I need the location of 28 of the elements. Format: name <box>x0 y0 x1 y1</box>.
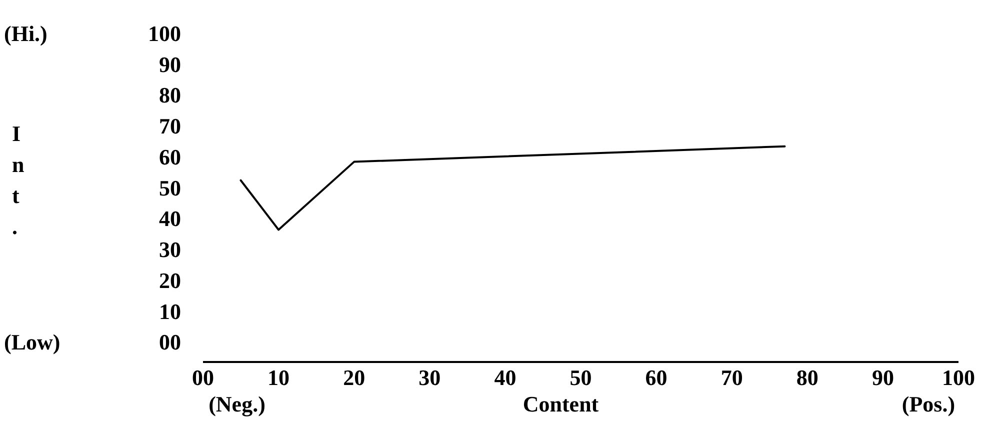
x-tick-label: 70 <box>720 364 743 390</box>
x-tick-label: 100 <box>942 364 975 390</box>
y-tick-label: 00 <box>159 330 181 355</box>
y-tick-label: 20 <box>159 268 181 293</box>
y-tick-label: 60 <box>159 144 181 170</box>
x-tick-label: 20 <box>343 364 366 390</box>
y-tick-label: 50 <box>159 175 181 200</box>
y-tick-label: 40 <box>159 206 181 232</box>
text: (Low) <box>4 330 60 355</box>
y-tick-label: 70 <box>159 114 181 139</box>
y-tick-label: 90 <box>159 52 181 77</box>
x-tick-label: 60 <box>645 364 668 390</box>
x-axis-title: Content <box>522 392 600 417</box>
x-tick-label: 40 <box>494 364 516 390</box>
text: Int. <box>12 120 24 239</box>
x-tick-label: 00 <box>192 364 214 390</box>
x-tick-label: 30 <box>418 364 441 390</box>
text: (Neg.) <box>208 392 266 417</box>
x-tick-label: 80 <box>796 364 818 390</box>
y-tick-label: 80 <box>159 82 181 108</box>
y-tick-label: 100 <box>148 20 181 46</box>
x-tick-label: 10 <box>268 364 290 390</box>
text: (Pos.) <box>902 392 956 417</box>
y-tick-label: 10 <box>159 298 181 324</box>
y-tick-label: 30 <box>159 237 181 262</box>
text: (Hi.) <box>4 20 48 46</box>
x-tick-label: 90 <box>872 364 894 390</box>
x-tick-label: 50 <box>570 364 592 390</box>
